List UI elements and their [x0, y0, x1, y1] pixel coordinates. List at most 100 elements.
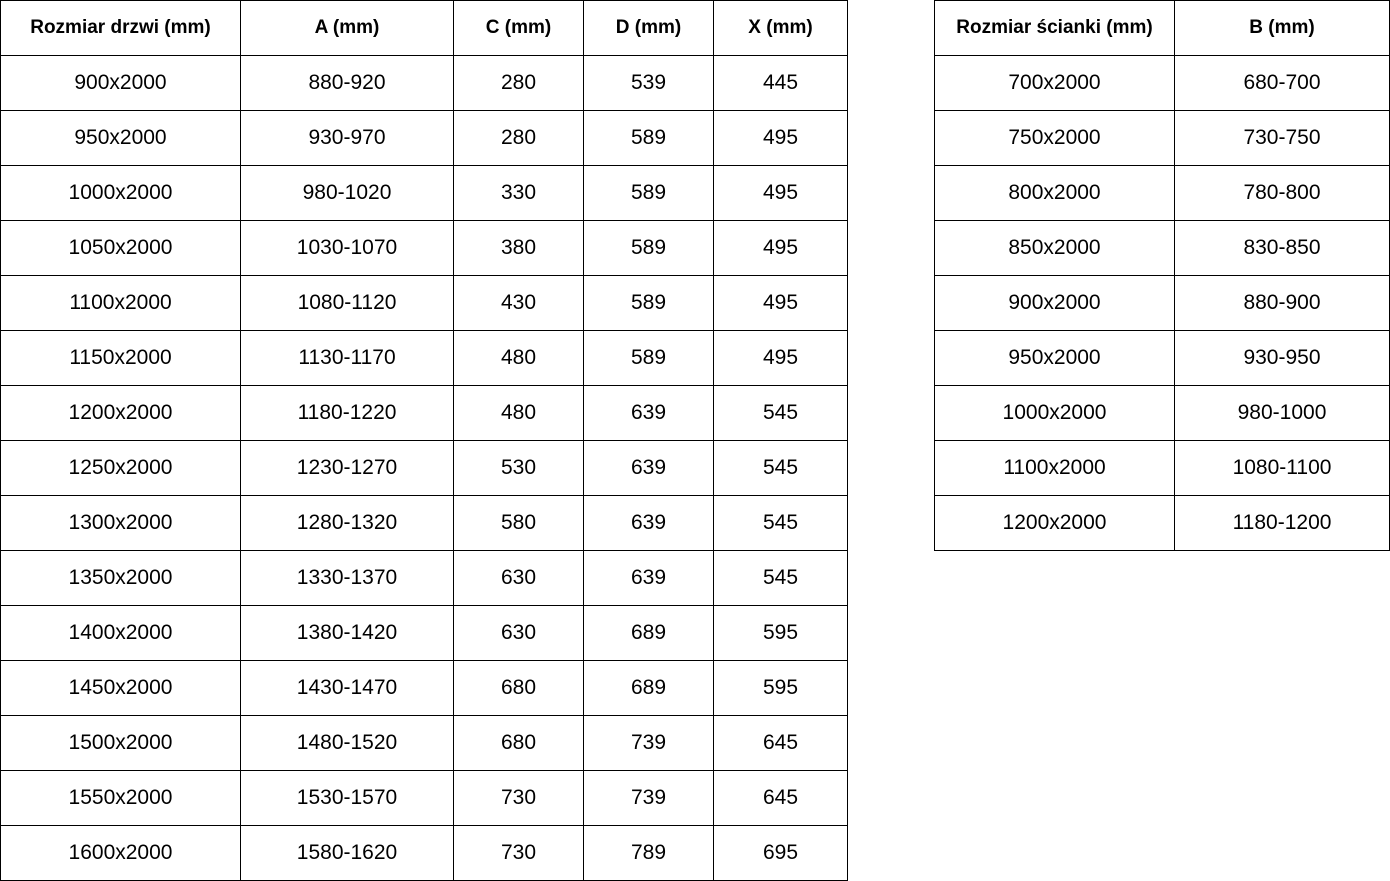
table-row: 1250x2000 1230-1270 530 639 545: [0, 440, 848, 496]
doors-table-header: Rozmiar drzwi (mm) A (mm) C (mm) D (mm) …: [0, 0, 848, 56]
table-row: 1000x2000 980-1000: [934, 385, 1390, 441]
table-row: 1200x2000 1180-1200: [934, 495, 1390, 551]
cell-door-size: 1300x2000: [0, 495, 241, 551]
cell-d: 739: [583, 715, 714, 771]
cell-b: 730-750: [1174, 110, 1390, 166]
cell-wall-size: 850x2000: [934, 220, 1175, 276]
cell-x: 595: [713, 605, 848, 661]
table-row: 1550x2000 1530-1570 730 739 645: [0, 770, 848, 826]
cell-c: 480: [453, 330, 584, 386]
cell-x: 495: [713, 110, 848, 166]
table-row: 800x2000 780-800: [934, 165, 1390, 221]
cell-c: 730: [453, 770, 584, 826]
cell-x: 645: [713, 715, 848, 771]
cell-d: 739: [583, 770, 714, 826]
cell-b: 680-700: [1174, 55, 1390, 111]
cell-a: 1180-1220: [240, 385, 454, 441]
cell-d: 689: [583, 605, 714, 661]
table-row: 1100x2000 1080-1120 430 589 495: [0, 275, 848, 331]
cell-a: 880-920: [240, 55, 454, 111]
cell-c: 430: [453, 275, 584, 331]
cell-wall-size: 1100x2000: [934, 440, 1175, 496]
cell-c: 680: [453, 715, 584, 771]
cell-a: 930-970: [240, 110, 454, 166]
cell-c: 580: [453, 495, 584, 551]
cell-c: 280: [453, 110, 584, 166]
cell-d: 539: [583, 55, 714, 111]
table-row: 1050x2000 1030-1070 380 589 495: [0, 220, 848, 276]
cell-c: 330: [453, 165, 584, 221]
cell-x: 645: [713, 770, 848, 826]
cell-c: 630: [453, 605, 584, 661]
cell-a: 1280-1320: [240, 495, 454, 551]
cell-c: 530: [453, 440, 584, 496]
cell-x: 695: [713, 825, 848, 881]
cell-b: 1080-1100: [1174, 440, 1390, 496]
cell-wall-size: 800x2000: [934, 165, 1175, 221]
table-row: 1150x2000 1130-1170 480 589 495: [0, 330, 848, 386]
column-header-x: X (mm): [713, 0, 848, 56]
cell-x: 495: [713, 220, 848, 276]
column-header-d: D (mm): [583, 0, 714, 56]
cell-d: 589: [583, 110, 714, 166]
cell-door-size: 1450x2000: [0, 660, 241, 716]
table-row: 750x2000 730-750: [934, 110, 1390, 166]
cell-x: 495: [713, 330, 848, 386]
cell-x: 495: [713, 275, 848, 331]
cell-door-size: 950x2000: [0, 110, 241, 166]
cell-a: 1480-1520: [240, 715, 454, 771]
cell-wall-size: 1000x2000: [934, 385, 1175, 441]
cell-c: 730: [453, 825, 584, 881]
cell-wall-size: 950x2000: [934, 330, 1175, 386]
table-row: 1600x2000 1580-1620 730 789 695: [0, 825, 848, 881]
cell-a: 1530-1570: [240, 770, 454, 826]
table-row: 700x2000 680-700: [934, 55, 1390, 111]
table-row: 1200x2000 1180-1220 480 639 545: [0, 385, 848, 441]
cell-b: 980-1000: [1174, 385, 1390, 441]
cell-x: 545: [713, 385, 848, 441]
cell-c: 380: [453, 220, 584, 276]
wall-table-header: Rozmiar ścianki (mm) B (mm): [934, 0, 1390, 56]
column-header-a: A (mm): [240, 0, 454, 56]
cell-wall-size: 1200x2000: [934, 495, 1175, 551]
cell-door-size: 1400x2000: [0, 605, 241, 661]
cell-a: 1380-1420: [240, 605, 454, 661]
cell-x: 595: [713, 660, 848, 716]
wall-panel-dimension-table: Rozmiar ścianki (mm) B (mm) 700x2000 680…: [934, 0, 1390, 551]
column-header-c: C (mm): [453, 0, 584, 56]
cell-d: 789: [583, 825, 714, 881]
cell-a: 1080-1120: [240, 275, 454, 331]
cell-a: 1330-1370: [240, 550, 454, 606]
cell-door-size: 1500x2000: [0, 715, 241, 771]
table-row: 1350x2000 1330-1370 630 639 545: [0, 550, 848, 606]
cell-door-size: 1150x2000: [0, 330, 241, 386]
cell-a: 1030-1070: [240, 220, 454, 276]
table-row: 1450x2000 1430-1470 680 689 595: [0, 660, 848, 716]
cell-b: 930-950: [1174, 330, 1390, 386]
cell-d: 689: [583, 660, 714, 716]
table-row: 1300x2000 1280-1320 580 639 545: [0, 495, 848, 551]
cell-door-size: 1050x2000: [0, 220, 241, 276]
cell-b: 830-850: [1174, 220, 1390, 276]
cell-b: 780-800: [1174, 165, 1390, 221]
cell-d: 639: [583, 550, 714, 606]
cell-wall-size: 700x2000: [934, 55, 1175, 111]
table-row: 1500x2000 1480-1520 680 739 645: [0, 715, 848, 771]
wall-table-body: 700x2000 680-700 750x2000 730-750 800x20…: [934, 55, 1390, 551]
table-row: 1000x2000 980-1020 330 589 495: [0, 165, 848, 221]
cell-x: 545: [713, 550, 848, 606]
cell-x: 545: [713, 495, 848, 551]
cell-d: 589: [583, 165, 714, 221]
cell-d: 589: [583, 220, 714, 276]
cell-door-size: 1100x2000: [0, 275, 241, 331]
table-header-row: Rozmiar ścianki (mm) B (mm): [934, 0, 1390, 56]
cell-x: 495: [713, 165, 848, 221]
cell-door-size: 900x2000: [0, 55, 241, 111]
column-header-door-size: Rozmiar drzwi (mm): [0, 0, 241, 56]
cell-door-size: 1250x2000: [0, 440, 241, 496]
cell-d: 589: [583, 275, 714, 331]
doors-table-body: 900x2000 880-920 280 539 445 950x2000 93…: [0, 55, 848, 881]
cell-x: 545: [713, 440, 848, 496]
cell-a: 980-1020: [240, 165, 454, 221]
